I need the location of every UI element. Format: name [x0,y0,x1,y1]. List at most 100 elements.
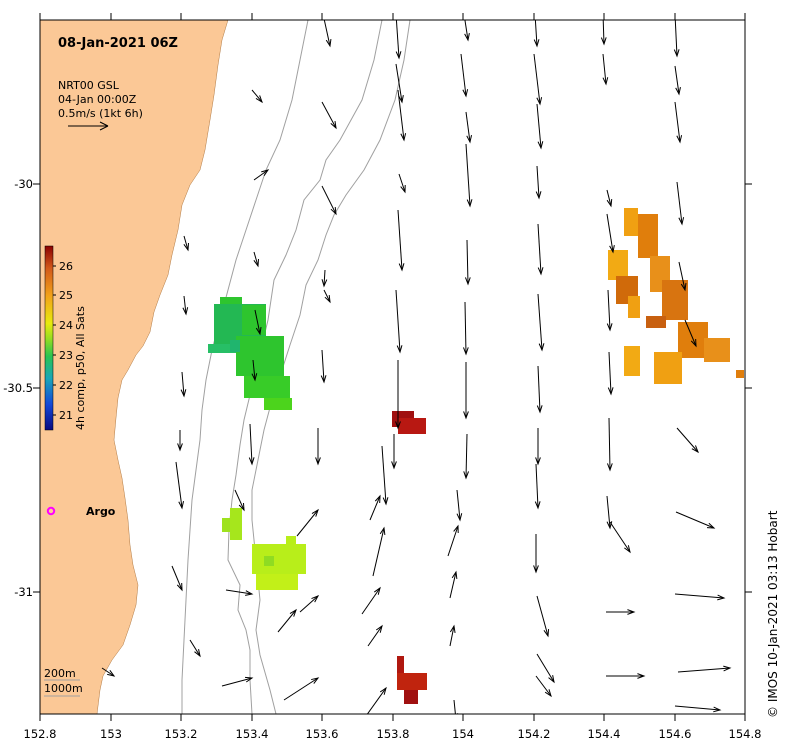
argo-label: Argo [86,505,116,518]
current-vector-arrow-icon [533,20,540,48]
sst-patch-lime [222,508,306,590]
current-vector-arrow-icon [234,489,245,512]
x-tick-label: 154.8 [729,727,762,741]
current-vector-arrow-icon [395,20,402,60]
current-vector-arrow-icon [366,686,387,714]
current-vector-arrow-icon [367,624,383,647]
current-vector-arrow-icon [608,718,642,723]
colorbar-tick-label: 24 [59,319,73,332]
current-vector-arrow-icon [391,434,397,470]
current-vector-arrow-icon [321,101,337,130]
colorbar-tick-label: 22 [59,379,73,392]
map-title: 08-Jan-2021 06Z [58,36,178,51]
current-vector-arrow-icon [463,433,470,480]
colorbar-tick-label: 21 [59,409,73,422]
current-vector-arrow-icon [180,371,187,398]
contour-label-200m: 200m [44,667,76,680]
current-vector-arrow-icon [600,20,607,46]
current-vector-arrow-icon [251,359,258,382]
current-vector-arrow-icon [674,705,722,713]
x-tick-label: 152.8 [24,727,57,741]
current-vector-arrow-icon [456,489,463,522]
current-vector-arrow-icon [361,586,381,615]
current-vector-arrow-icon [602,53,609,86]
current-vector-arrow-icon [277,608,297,633]
colorbar: 26 25 24 23 22 21 4h comp, p50, All Sats [44,245,87,431]
current-vector-arrow-icon [452,699,459,714]
isobath-1000m [251,20,411,714]
x-tick-label: 153.2 [165,727,198,741]
current-vector-arrow-icon [675,511,716,529]
x-tick-label: 154.4 [588,727,621,741]
current-vector-arrow-icon [248,423,255,466]
current-vector-arrow-icon [464,20,470,42]
current-vector-arrow-icon [182,295,189,316]
current-vector-arrow-icon [535,428,541,466]
current-vector-arrow-icon [537,293,545,352]
colorbar-label: 4h comp, p50, All Sats [74,306,87,430]
colorbar-tick-label: 25 [59,289,73,302]
y-tick-label: -30 [14,177,33,191]
current-vector-arrow-icon [398,173,406,194]
current-vector-arrow-icon [101,667,116,677]
legend-line-2: 04-Jan 00:00Z [58,93,137,106]
current-vector-arrow-icon [381,445,389,506]
x-tick-label: 153.4 [236,727,269,741]
current-vector-arrow-icon [537,223,544,276]
current-vector-arrow-icon [465,143,473,208]
current-vector-arrow-icon [606,213,615,254]
current-vector-arrow-icon [536,595,550,638]
x-tick-label: 154 [452,727,474,741]
current-vector-arrow-icon [674,593,726,601]
current-vector-arrow-icon [253,169,270,181]
argo-float-marker-icon [46,506,56,516]
current-vector-arrow-icon [533,53,543,106]
current-vector-arrow-icon [674,101,683,144]
current-vector-arrow-icon [447,524,459,557]
legend-line-1: NRT00 GSL [58,79,120,92]
current-vector-arrow-icon [676,181,685,226]
current-vector-arrow-icon [606,609,636,615]
current-vector-arrow-icon [315,428,321,466]
current-vector-arrow-icon [463,362,469,420]
current-vector-arrow-icon [607,351,614,396]
current-vector-arrow-icon [673,20,680,58]
colorbar-tick-label: 26 [59,260,73,273]
current-vector-arrow-icon [677,665,732,673]
current-vector-arrow-icon [254,309,262,336]
x-tick-label: 154.6 [659,727,692,741]
current-vector-arrow-icon [606,673,646,679]
current-vector-arrow-icon [299,595,320,613]
contour-label-1000m: 1000m [44,682,83,695]
current-vector-arrow-icon [323,289,331,304]
current-vector-arrow-icon [225,589,254,596]
sst-patch-green [208,297,292,410]
current-vector-arrow-icon [320,349,327,384]
current-vector-arrow-icon [460,53,469,98]
current-vector-arrow-icon [221,676,254,687]
x-tick-labels: 152.8 153 153.2 153.4 153.6 153.8 154 154.2 154.… [24,727,762,741]
current-vector-arrow-icon [296,508,319,537]
current-vector-arrow-icon [536,103,544,150]
current-vector-arrow-icon [609,521,631,554]
current-vector-arrow-icon [372,526,386,577]
current-vector-arrow-icon [463,301,469,356]
colorbar-tick-label: 23 [59,349,73,362]
current-vector-arrow-icon [607,417,613,472]
current-vector-arrow-icon [676,427,699,454]
sst-patch-warm [608,208,744,384]
x-tick-label: 153 [100,727,122,741]
current-vector-arrow-icon [251,89,263,104]
current-vector-arrow-icon [397,89,407,142]
current-vector-arrow-icon [175,461,185,510]
current-vector-arrow-icon [183,235,190,252]
current-vector-arrow-icon [606,189,613,208]
current-vector-arrow-icon [395,360,401,430]
sst-patch-hot-2 [397,656,427,704]
y-tick-label: -31 [14,585,33,599]
current-vector-arrow-icon [534,463,541,510]
current-vector-arrow-icon [536,365,543,414]
current-vector-arrow-icon [536,653,555,684]
current-vectors [101,20,732,723]
